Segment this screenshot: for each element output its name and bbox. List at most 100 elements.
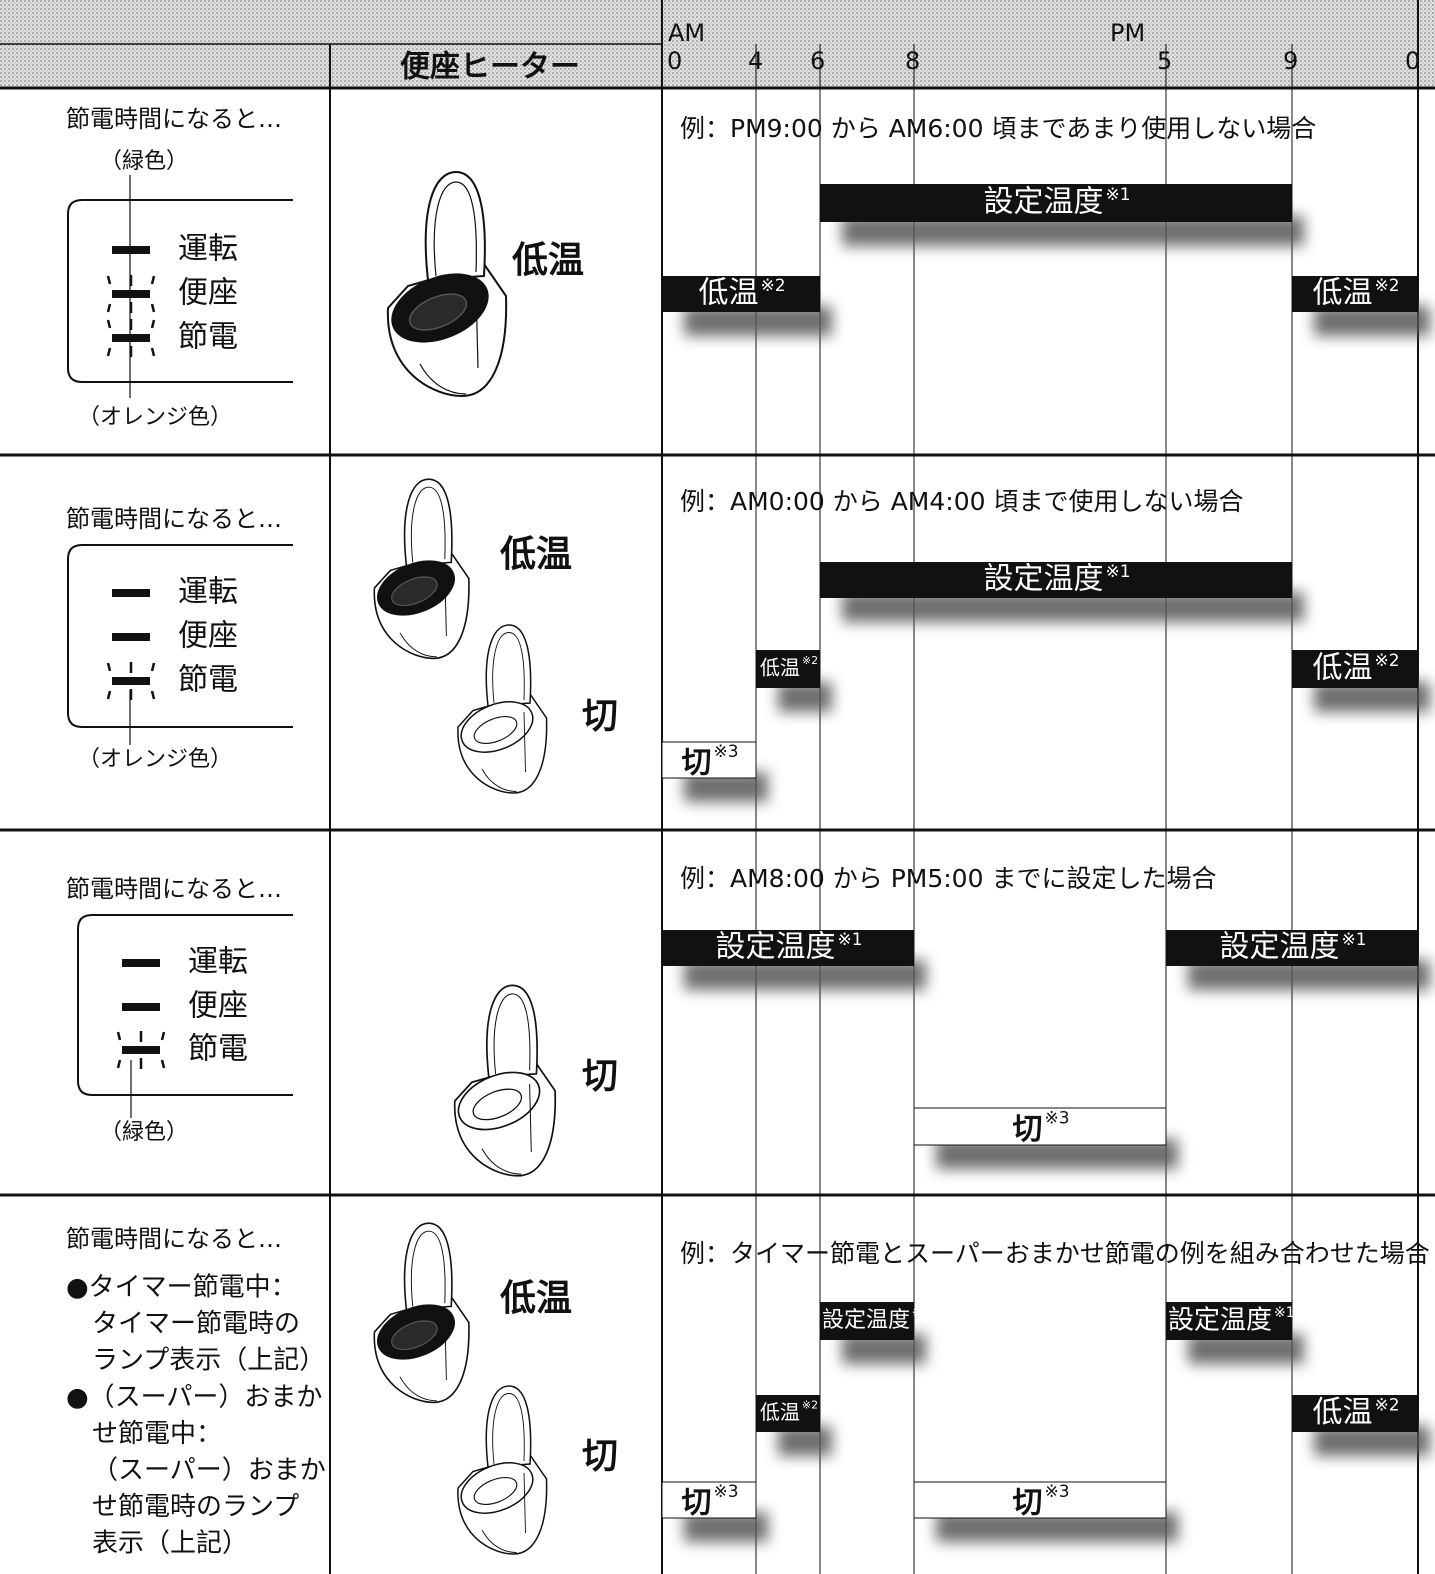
text: 節電時間になると…	[66, 105, 282, 133]
lamp-ray	[106, 319, 112, 329]
mode-bar	[1166, 1302, 1292, 1340]
text: 低温	[760, 656, 800, 680]
lamp-ray	[150, 275, 156, 285]
text: 節電時間になると…	[66, 1225, 282, 1253]
toilet-lid	[486, 984, 538, 1079]
text: 設定温度	[983, 562, 1103, 597]
text: 低温	[1312, 1395, 1372, 1430]
text: 8	[905, 47, 920, 75]
text: ※3	[713, 742, 738, 762]
text: 例：AM0:00 から AM4:00 頃まで使用しない場合	[680, 487, 1243, 516]
lamp-ray	[106, 662, 112, 672]
toilet-base	[481, 1472, 526, 1553]
lamp-ray	[160, 1031, 166, 1041]
lamp-ray	[106, 690, 112, 700]
text: 5	[1157, 47, 1172, 75]
mode-bar	[1166, 930, 1418, 966]
text: 設定温度	[715, 930, 835, 965]
text: ※1	[1105, 185, 1130, 205]
text: 便座ヒーター	[400, 50, 580, 85]
mode-bar	[820, 1302, 914, 1340]
lamp-icon	[112, 677, 150, 685]
lamp-icon	[112, 290, 150, 298]
text: 運転	[178, 575, 238, 610]
text: 運転	[178, 232, 238, 267]
text: ※2	[760, 276, 785, 296]
lamp-icon	[112, 633, 150, 641]
text: ●（スーパー）おまか	[66, 1382, 322, 1412]
lamp-ray	[106, 303, 112, 313]
text: 0	[1405, 47, 1420, 75]
toilet-illustration	[373, 478, 470, 660]
toilet-seat-hole	[391, 1320, 438, 1351]
text: 節電時間になると…	[66, 505, 282, 533]
mode-bar	[756, 650, 820, 688]
toilet-base	[481, 1083, 532, 1175]
text: 便座	[178, 276, 238, 311]
toilet-base	[399, 571, 447, 658]
text: 低温	[698, 276, 758, 311]
lamp-ray	[160, 1059, 166, 1069]
text: AM	[668, 19, 705, 47]
mode-bar	[913, 1107, 1167, 1146]
text: （オレンジ色）	[78, 405, 232, 430]
text: 節電	[178, 320, 238, 355]
lamp-panel	[77, 914, 293, 1096]
text: ※1	[1274, 1305, 1295, 1321]
mode-bar	[662, 930, 914, 966]
text: ※3	[713, 1482, 738, 1502]
toilet-illustration	[457, 624, 548, 794]
text: 設定温度	[1168, 1306, 1272, 1336]
toilet-lid	[403, 478, 453, 567]
toilet-seat-hole	[473, 1477, 518, 1505]
text: 節電	[188, 1032, 248, 1067]
toilet-lid-inner	[433, 181, 477, 277]
text: ※2	[1374, 1396, 1399, 1416]
lamp-ray	[150, 303, 156, 313]
text: 運転	[188, 945, 248, 980]
mode-bar	[661, 741, 757, 779]
toilet-seat-hole	[408, 293, 468, 331]
text: ※3	[1044, 1482, 1069, 1502]
toilet-lid-inner	[410, 486, 446, 563]
toilet-illustration	[386, 170, 508, 398]
text: せ節電中：	[92, 1419, 222, 1449]
toilet-lid-inner	[492, 1393, 525, 1465]
text: 例：PM9:00 から AM6:00 頃まであまり使用しない場合	[680, 114, 1316, 143]
lamp-ray	[150, 662, 156, 672]
lamp-icon	[112, 246, 150, 254]
toilet-base	[481, 711, 526, 792]
text: 低温	[1312, 651, 1372, 686]
lamp-icon	[122, 959, 160, 967]
mode-bar	[1292, 1395, 1418, 1432]
text: 低温	[1312, 276, 1372, 311]
text: ※2	[802, 654, 818, 667]
mode-bar	[820, 184, 1292, 222]
text: 0	[667, 47, 682, 75]
text: 低温	[512, 240, 584, 281]
text: 設定温度	[983, 185, 1103, 220]
toilet-seat-hole	[473, 716, 518, 744]
text: ランプ表示（上記）	[92, 1346, 325, 1376]
lamp-panel	[67, 544, 293, 728]
lamp-ray	[116, 1031, 122, 1041]
text: ※2	[1374, 651, 1399, 671]
text: 節電時間になると…	[66, 875, 282, 903]
lamp-icon	[122, 1046, 160, 1054]
text: ※1	[1341, 930, 1366, 950]
text: （緑色）	[100, 149, 188, 174]
toilet-lid	[424, 170, 486, 282]
text: PM	[1110, 19, 1145, 47]
lamp-panel	[67, 199, 293, 383]
text: 低温	[760, 1400, 800, 1424]
text: 切	[582, 696, 618, 737]
text: ※2	[1374, 276, 1399, 296]
mode-bar	[1292, 650, 1418, 688]
text: 節電	[178, 663, 238, 698]
text: ※1	[1105, 562, 1130, 582]
lamp-ray	[106, 275, 112, 285]
text: 切	[681, 746, 711, 781]
toilet-seat-hole	[472, 1088, 523, 1121]
text: 表示（上記）	[92, 1529, 248, 1559]
mode-bar	[913, 1481, 1167, 1519]
